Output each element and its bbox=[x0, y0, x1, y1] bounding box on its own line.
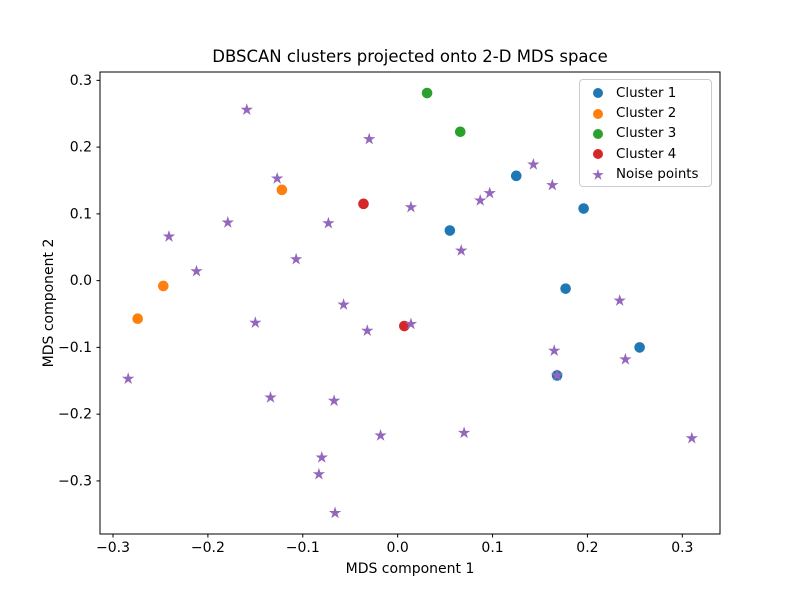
data-point-cluster-1 bbox=[510, 170, 522, 182]
data-point-noise-points bbox=[328, 506, 342, 519]
data-point-noise-points bbox=[613, 294, 626, 306]
data-point-noise-points bbox=[270, 171, 284, 184]
x-tick-label: 0.3 bbox=[671, 540, 693, 556]
data-point-cluster-4 bbox=[358, 198, 369, 210]
data-point-noise-points bbox=[221, 216, 234, 228]
x-tick-label: 0.1 bbox=[481, 540, 503, 556]
data-point-cluster-3 bbox=[421, 87, 433, 99]
legend-label: Noise points bbox=[616, 167, 699, 183]
data-point-noise-points bbox=[550, 368, 564, 381]
data-point-cluster-2 bbox=[132, 313, 143, 324]
x-tick-label: −0.2 bbox=[191, 540, 225, 556]
data-point-noise-points bbox=[289, 252, 303, 265]
data-point-noise-points bbox=[337, 298, 350, 310]
legend-circle-icon bbox=[593, 149, 603, 160]
legend: Cluster 1 Cluster 2 Cluster 3 Cluster 4 Nois… bbox=[579, 79, 712, 187]
legend-circle-icon bbox=[593, 88, 603, 99]
data-point-cluster-3 bbox=[454, 126, 466, 138]
data-point-noise-points bbox=[363, 132, 376, 145]
data-point-noise-points bbox=[548, 344, 561, 356]
data-point-noise-points bbox=[122, 372, 135, 385]
data-point-cluster-2 bbox=[157, 280, 169, 292]
data-point-noise-points bbox=[404, 200, 418, 213]
legend-label: Cluster 1 bbox=[616, 85, 677, 101]
legend-entry-cluster-3: Cluster 3 bbox=[580, 124, 711, 144]
x-tick-label: −0.1 bbox=[286, 540, 320, 556]
legend-circle-icon bbox=[593, 128, 603, 139]
data-point-noise-points bbox=[619, 352, 632, 365]
x-tick-label: 0.0 bbox=[387, 540, 409, 556]
legend-entry-cluster-4: Cluster 4 bbox=[580, 144, 711, 164]
y-tick-label: 0.1 bbox=[70, 206, 92, 222]
data-point-cluster-1 bbox=[634, 342, 645, 353]
data-point-cluster-2 bbox=[276, 184, 288, 196]
data-point-noise-points bbox=[312, 467, 326, 480]
data-point-noise-points bbox=[374, 429, 387, 441]
data-point-noise-points bbox=[457, 426, 471, 439]
data-point-noise-points bbox=[190, 264, 203, 277]
y-tick-label: −0.2 bbox=[58, 407, 92, 423]
data-point-noise-points bbox=[315, 451, 328, 463]
legend-label: Cluster 4 bbox=[616, 146, 677, 162]
y-tick-label: −0.3 bbox=[58, 473, 92, 489]
chart-title: DBSCAN clusters projected onto 2-D MDS s… bbox=[212, 47, 608, 66]
data-point-noise-points bbox=[249, 316, 262, 328]
data-point-noise-points bbox=[240, 103, 253, 115]
axes-frame bbox=[99, 71, 721, 535]
legend-circle-icon bbox=[593, 108, 603, 119]
data-point-cluster-1 bbox=[444, 225, 456, 236]
data-point-noise-points bbox=[455, 244, 468, 256]
y-tick-label: 0.2 bbox=[70, 140, 92, 156]
data-point-noise-points bbox=[527, 157, 540, 170]
data-point-noise-points bbox=[685, 431, 698, 444]
data-point-noise-points bbox=[162, 230, 176, 242]
data-point-noise-points bbox=[322, 216, 335, 229]
x-axis-label: MDS component 1 bbox=[345, 561, 475, 577]
legend-label: Cluster 2 bbox=[616, 106, 677, 122]
y-tick-label: 0.0 bbox=[70, 273, 92, 289]
data-point-noise-points bbox=[327, 394, 341, 407]
x-tick-label: 0.2 bbox=[576, 540, 598, 556]
data-point-cluster-1 bbox=[560, 283, 571, 294]
legend-star-icon bbox=[592, 168, 604, 180]
y-tick-label: 0.3 bbox=[70, 73, 92, 89]
data-point-cluster-1 bbox=[578, 203, 589, 214]
data-point-noise-points bbox=[361, 324, 374, 336]
data-point-noise-points bbox=[264, 390, 277, 403]
legend-label: Cluster 3 bbox=[616, 126, 677, 142]
legend-entry-cluster-1: Cluster 1 bbox=[580, 83, 711, 103]
data-point-noise-points bbox=[404, 317, 418, 330]
y-axis-label: MDS component 2 bbox=[41, 238, 57, 368]
x-tick-label: −0.3 bbox=[96, 540, 130, 556]
data-point-noise-points bbox=[483, 186, 496, 199]
legend-entry-cluster-2: Cluster 2 bbox=[580, 103, 711, 123]
legend-entry-noise-points: Noise points bbox=[580, 165, 711, 185]
data-point-noise-points bbox=[546, 178, 559, 191]
data-point-noise-points bbox=[474, 194, 487, 206]
y-tick-label: −0.1 bbox=[58, 340, 92, 356]
